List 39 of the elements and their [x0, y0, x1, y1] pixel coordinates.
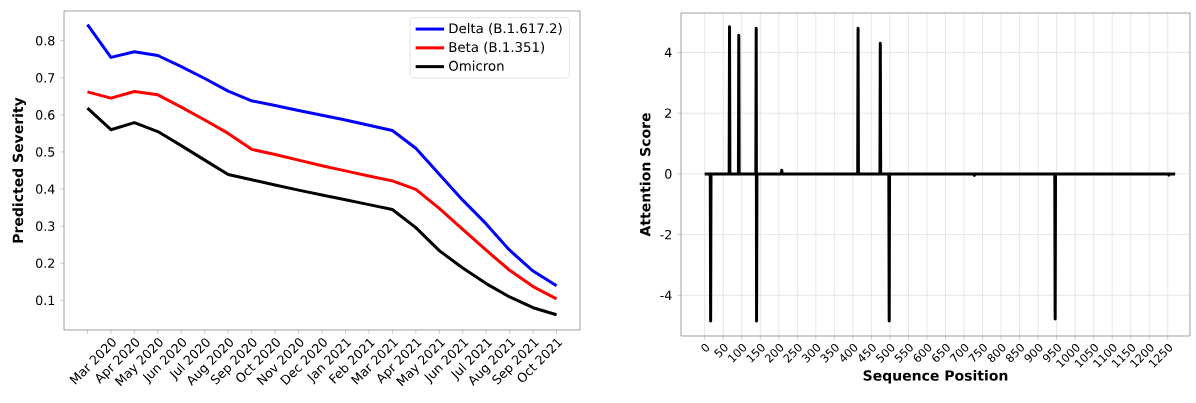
x-tick-label: 550 [894, 344, 913, 363]
y-tick-label: 0.4 [36, 184, 55, 194]
legend-label: Beta (B.1.351) [449, 41, 545, 54]
y-tick-label: 0.2 [36, 258, 55, 269]
y-axis-title: Attention Score [639, 113, 651, 237]
y-tick-label: 0.6 [36, 110, 55, 120]
x-tick-label: 800 [987, 344, 1006, 363]
y-tick-label: 2 [665, 108, 672, 118]
y-tick-label: -2 [660, 229, 672, 240]
x-tick-label: 900 [1024, 344, 1043, 363]
x-tick-label: 650 [932, 344, 950, 362]
x-tick-label: 250 [783, 344, 802, 363]
x-tick-label: 850 [1005, 344, 1024, 363]
x-tick-label: 0 [701, 344, 710, 352]
y-tick-label: 0.3 [36, 221, 55, 231]
y-tick-label: 0.7 [36, 72, 55, 83]
y-tick-label: 0 [665, 169, 672, 179]
x-tick-label: 300 [801, 344, 821, 363]
x-tick-label: 350 [820, 344, 839, 363]
y-tick-label: 0.5 [36, 147, 55, 157]
x-tick-label: 50 [714, 344, 728, 358]
x-tick-label: 400 [840, 344, 858, 362]
x-tick-label: 600 [913, 344, 932, 362]
x-axis-title: Sequence Position [863, 369, 1008, 384]
x-tick-label: 750 [968, 344, 987, 363]
y-axis-title: Predicted Severity [12, 97, 26, 243]
x-tick-label: 500 [875, 344, 895, 363]
x-tick-label: 700 [949, 344, 969, 363]
legend-label: Delta (B.1.617.2) [449, 22, 562, 35]
y-tick-label: 0.1 [36, 295, 55, 306]
legend-label: Omicron [449, 60, 504, 71]
y-tick-label: 0.8 [36, 35, 55, 46]
x-tick-label: 100 [727, 344, 747, 363]
y-tick-label: -4 [660, 290, 672, 300]
y-tick-label: 4 [664, 47, 672, 58]
x-tick-label: 200 [764, 344, 784, 363]
line-series [703, 25, 1177, 323]
x-tick-label: 150 [746, 344, 765, 363]
x-tick-label: 450 [859, 344, 876, 362]
